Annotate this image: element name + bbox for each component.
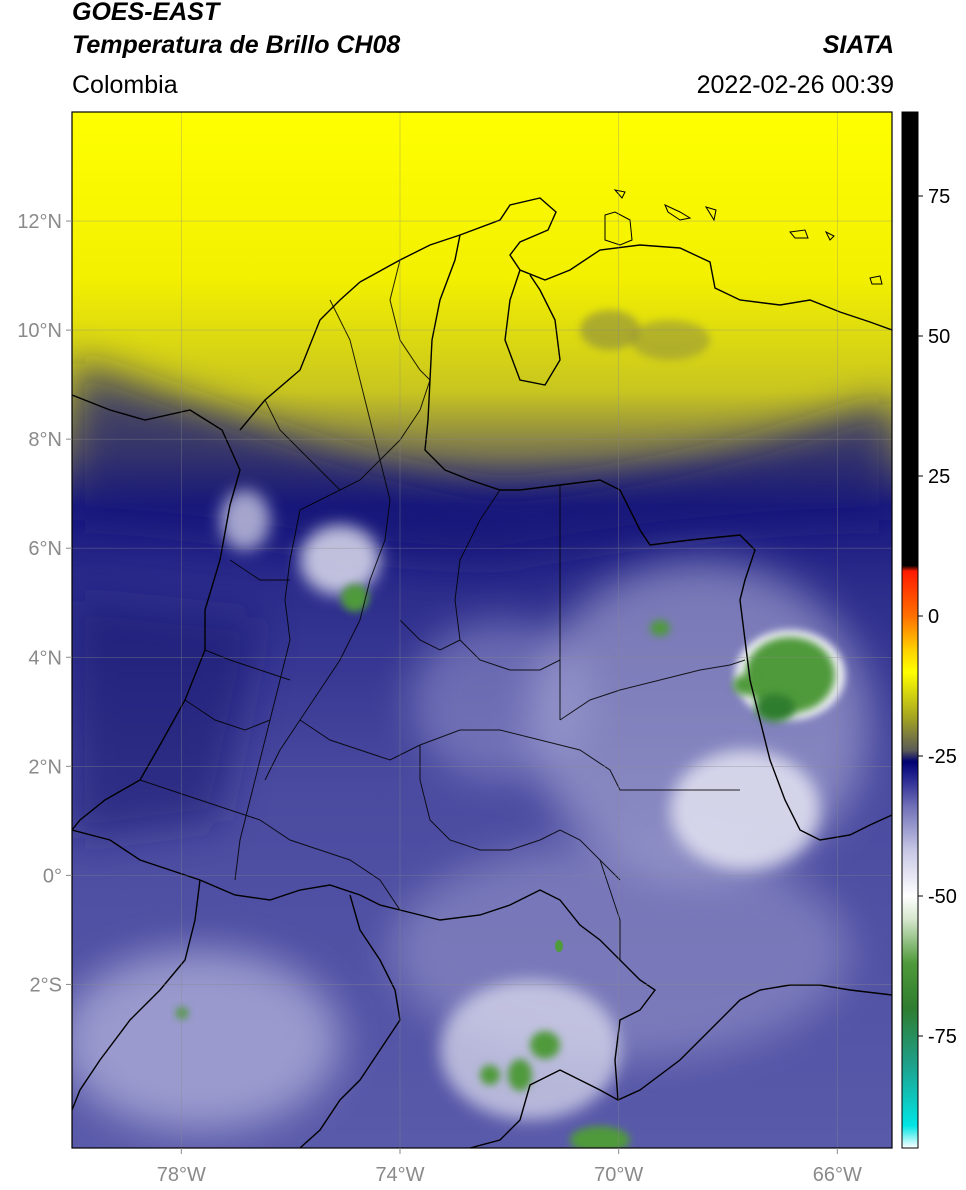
graticule [72,112,892,1148]
colorbar-tick-label: -25 [928,746,957,768]
colorbar: 75 50 25 0 -25 -50 -75 [901,111,957,1149]
lat-tick-label: 4°N [28,647,62,669]
imagery-layer [72,112,892,1148]
satellite-title: GOES-EAST [72,0,220,26]
colorbar-tick-label: 0 [928,606,939,628]
lon-tick-label: 78°W [157,1164,206,1186]
lon-tick-label: 70°W [594,1164,643,1186]
latitude-axis: 12°N 10°N 8°N 6°N 4°N 2°N 0° 2°S [17,211,72,996]
country-borders [72,197,892,1148]
lat-tick-label: 6°N [28,538,62,560]
colorbar-tick-label: 25 [928,466,950,488]
lon-tick-label: 66°W [813,1164,862,1186]
lat-tick-label: 2°N [28,756,62,778]
timestamp-label: 2022-02-26 00:39 [696,71,894,99]
map-frame [71,111,893,1149]
island-outlines [604,189,883,285]
region-label: Colombia [72,71,178,99]
colorbar-tick-label: -75 [928,1026,957,1048]
lat-tick-label: 8°N [28,429,62,451]
product-title: Temperatura de Brillo CH08 [72,31,401,59]
lon-tick-label: 74°W [375,1164,424,1186]
lat-tick-label: 2°S [30,974,62,996]
longitude-axis: 78°W 74°W 70°W 66°W [157,1148,862,1186]
agency-label: SIATA [822,31,894,59]
colorbar-tick-label: 50 [928,326,950,348]
lat-tick-label: 10°N [17,320,62,342]
colorbar-tick-label: 75 [928,186,950,208]
lat-tick-label: 12°N [17,211,62,233]
lat-tick-label: 0° [43,865,62,887]
colorbar-tick-label: -50 [928,886,957,908]
